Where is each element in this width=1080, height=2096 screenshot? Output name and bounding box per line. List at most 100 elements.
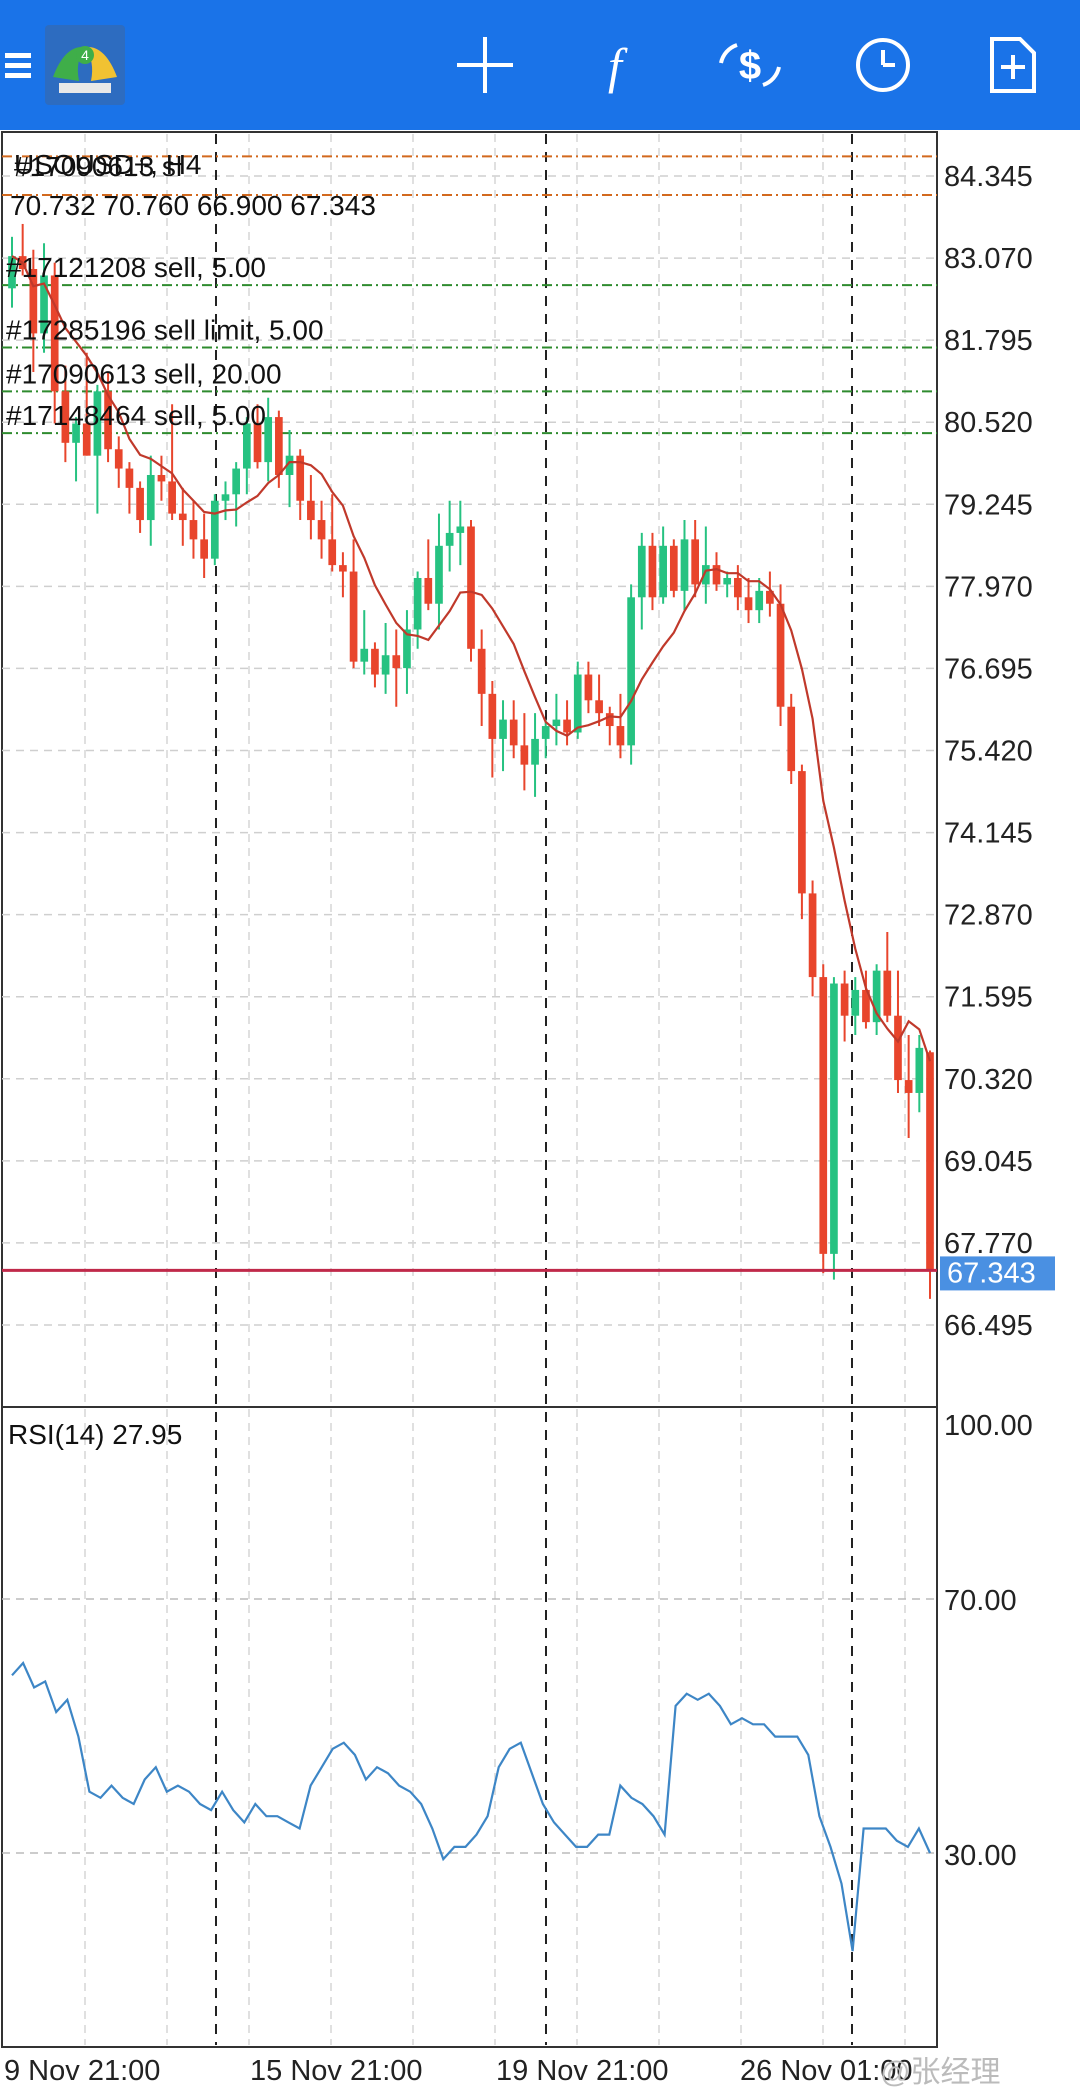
rsi-pane[interactable] xyxy=(1,1406,938,2048)
price-axis-label: 66.495 xyxy=(944,1310,1033,1342)
candle-body xyxy=(734,577,742,598)
moving-average-line xyxy=(11,255,932,1062)
svg-text:4: 4 xyxy=(81,47,89,63)
candle-body xyxy=(712,565,721,585)
candle-body xyxy=(669,545,678,591)
order-sl-overlap-text: #17090613 sl xyxy=(14,151,182,182)
candle-body xyxy=(349,571,358,662)
menu-icon[interactable] xyxy=(0,20,70,110)
candle-body xyxy=(926,1052,934,1271)
rsi-label: RSI(14) 27.95 xyxy=(8,1419,182,1450)
rsi-axis-label: 70.00 xyxy=(944,1585,1017,1617)
candle-body xyxy=(520,745,529,765)
indicators-icon[interactable]: f xyxy=(570,20,660,110)
candle-body xyxy=(200,539,208,559)
candle-body xyxy=(307,500,315,521)
candle-body xyxy=(221,494,230,501)
candle-body xyxy=(883,970,892,1016)
candle-body xyxy=(531,738,539,765)
price-axis-label: 70.320 xyxy=(944,1064,1033,1096)
candle-body xyxy=(146,474,155,521)
candle-body xyxy=(445,532,454,546)
candle-body xyxy=(766,590,774,604)
timeframe-icon[interactable] xyxy=(838,20,928,110)
rsi-axis-label: 100.00 xyxy=(944,1410,1033,1442)
candle-body xyxy=(371,648,379,675)
candle-body xyxy=(680,539,689,591)
trade-icon[interactable]: $ xyxy=(705,20,795,110)
candle-body xyxy=(210,500,219,559)
time-axis-label: 19 Nov 21:00 xyxy=(496,2055,669,2087)
order-label[interactable]: #17285196 sell limit, 5.00 xyxy=(6,315,324,346)
candle-body xyxy=(125,468,134,488)
candle-body xyxy=(915,1047,924,1093)
mt4-logo-icon[interactable]: 4 xyxy=(40,20,130,110)
candle-body xyxy=(798,771,806,894)
candle-body xyxy=(72,423,80,443)
symbol-timeframe-label: USOUSD+, H4 xyxy=(14,149,202,180)
candle-body xyxy=(723,577,732,585)
candle-body xyxy=(296,455,305,501)
candle-body xyxy=(563,719,571,733)
candle-body xyxy=(275,417,283,475)
ohlc-values: 70.732 70.760 66.900 67.343 xyxy=(10,190,376,221)
candle-body xyxy=(584,674,593,701)
candle-body xyxy=(285,455,294,475)
candle-body xyxy=(573,674,582,733)
candle-body xyxy=(403,629,411,669)
candle-body xyxy=(8,256,16,289)
price-axis-label: 72.870 xyxy=(944,900,1033,932)
rsi-line xyxy=(11,1661,932,1952)
time-axis-label: 15 Nov 21:00 xyxy=(250,2055,423,2087)
order-label[interactable]: #17148464 sell, 5.00 xyxy=(6,400,266,431)
price-axis-label: 76.695 xyxy=(944,653,1033,685)
candle-body xyxy=(317,520,326,540)
candle-body xyxy=(157,474,166,482)
price-axis-label: 71.595 xyxy=(944,982,1033,1014)
candle-body xyxy=(456,526,465,533)
candle-body xyxy=(616,726,625,746)
candle-body xyxy=(872,970,881,1023)
candle-body xyxy=(648,545,657,598)
candle-body xyxy=(232,468,241,495)
main-chart-pane[interactable] xyxy=(1,131,938,1408)
period-separators xyxy=(215,134,853,2045)
candle-body xyxy=(477,648,486,694)
new-order-icon[interactable] xyxy=(968,20,1058,110)
price-axis-label: 83.070 xyxy=(944,243,1033,275)
order-label[interactable]: #17090613 sell, 20.00 xyxy=(6,358,282,389)
candle-body xyxy=(744,597,753,611)
candle-body xyxy=(381,655,390,675)
candle-body xyxy=(435,545,443,604)
candle-body xyxy=(328,539,337,566)
order-label[interactable]: #17121208 sell, 5.00 xyxy=(6,252,266,283)
candle-body xyxy=(114,449,123,469)
current-price-tag xyxy=(940,1256,1055,1291)
candle-body xyxy=(467,526,475,649)
candle-body xyxy=(242,423,251,469)
candle-body xyxy=(691,539,700,585)
candle-body xyxy=(499,719,507,739)
watermark: @张经理 xyxy=(880,2056,1000,2089)
candle-body xyxy=(808,893,817,978)
candle-body xyxy=(819,977,828,1254)
crosshair-icon[interactable] xyxy=(440,20,530,110)
candle-body xyxy=(605,713,614,727)
candle-body xyxy=(93,391,102,456)
candle-body xyxy=(637,545,646,598)
candle-body xyxy=(787,706,796,772)
price-axis-label: 75.420 xyxy=(944,736,1033,768)
candle-body xyxy=(168,481,176,514)
price-axis-label: 69.045 xyxy=(944,1146,1033,1178)
candle-body xyxy=(392,655,401,669)
candle-body xyxy=(82,423,91,456)
current-price-text: 67.343 xyxy=(947,1257,1036,1289)
chart-area[interactable]: 67.343 #17090613 sl USOUSD+, H4 70.732 7… xyxy=(0,130,1080,2096)
candle-body xyxy=(360,648,369,662)
candle-body xyxy=(862,989,870,1023)
chart-grid xyxy=(2,134,937,2045)
candle-body xyxy=(840,983,849,1016)
price-axis-label: 67.770 xyxy=(944,1228,1033,1260)
top-toolbar: 4 f $ xyxy=(0,0,1080,130)
price-axis-label: 79.245 xyxy=(944,489,1033,521)
